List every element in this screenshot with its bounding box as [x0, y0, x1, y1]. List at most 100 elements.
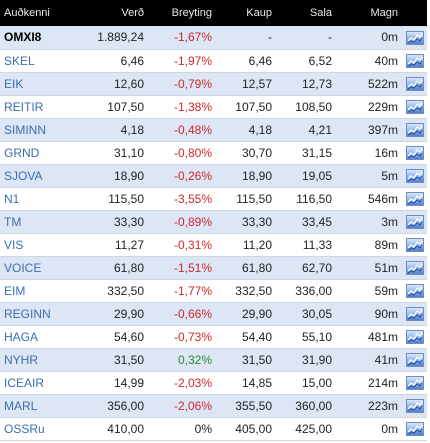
chart-icon[interactable] [405, 53, 424, 68]
cell-change: -2,06% [148, 394, 216, 418]
chart-icon[interactable] [405, 76, 424, 91]
cell-price: 332,50 [84, 279, 148, 303]
cell-change: -1,51% [148, 256, 216, 280]
cell-symbol[interactable]: ICEAIR [0, 371, 84, 395]
cell-volume: 223m [336, 394, 402, 418]
cell-price: 29,90 [84, 302, 148, 326]
chart-icon[interactable] [405, 260, 424, 275]
table-row[interactable]: SIMINN 4,18 -0,48% 4,18 4,21 397m [0, 118, 427, 142]
table-row[interactable]: HAGA 54,60 -0,73% 54,40 55,10 481m [0, 325, 427, 349]
cell-volume: 546m [336, 187, 402, 211]
table-row[interactable]: MARL 356,00 -2,06% 355,50 360,00 223m [0, 394, 427, 418]
cell-change: -0,66% [148, 302, 216, 326]
cell-chart [402, 72, 427, 96]
table-row[interactable]: N1 115,50 -3,55% 115,50 116,50 546m [0, 187, 427, 211]
cell-price: 31,10 [84, 141, 148, 165]
chart-icon[interactable] [405, 352, 424, 367]
chart-icon[interactable] [405, 214, 424, 229]
cell-volume: 3m [336, 210, 402, 234]
cell-price: 31,50 [84, 348, 148, 372]
cell-symbol[interactable]: SKEL [0, 49, 84, 73]
cell-symbol[interactable]: EIK [0, 72, 84, 96]
cell-price: 4,18 [84, 118, 148, 142]
column-header-price[interactable]: Verð [84, 0, 148, 26]
cell-change: -1,77% [148, 279, 216, 303]
table-row[interactable]: SJOVA 18,90 -0,26% 18,90 19,05 5m [0, 164, 427, 188]
cell-symbol[interactable]: REITIR [0, 95, 84, 119]
cell-symbol[interactable]: MARL [0, 394, 84, 418]
chart-icon[interactable] [405, 306, 424, 321]
table-body: OMXI8 1.889,24 -1,67% - -0m SKEL 6,46 -1,97% 6,4… [0, 26, 427, 441]
column-header-bid[interactable]: Kaup [216, 0, 276, 26]
table-row[interactable]: EIM 332,50 -1,77% 332,50 336,00 59m [0, 279, 427, 303]
table-row[interactable]: SKEL 6,46 -1,97% 6,46 6,52 40m [0, 49, 427, 73]
cell-price: 115,50 [84, 187, 148, 211]
cell-bid: 29,90 [216, 302, 276, 326]
cell-bid: 355,50 [216, 394, 276, 418]
table-row[interactable]: OMXI8 1.889,24 -1,67% - -0m [0, 26, 427, 50]
cell-symbol[interactable]: VIS [0, 233, 84, 257]
chart-icon[interactable] [405, 191, 424, 206]
table-row[interactable]: REITIR 107,50 -1,38% 107,50 108,50 229m [0, 95, 427, 119]
cell-chart [402, 371, 427, 395]
chart-icon[interactable] [405, 283, 424, 298]
cell-volume: 89m [336, 233, 402, 257]
cell-symbol[interactable]: OMXI8 [0, 26, 84, 50]
cell-volume: 16m [336, 141, 402, 165]
chart-icon[interactable] [405, 329, 424, 344]
cell-symbol[interactable]: REGINN [0, 302, 84, 326]
cell-price: 1.889,24 [84, 26, 148, 50]
cell-chart [402, 49, 427, 73]
chart-icon[interactable] [405, 99, 424, 114]
cell-bid: 14,85 [216, 371, 276, 395]
cell-chart [402, 233, 427, 257]
cell-ask: - [276, 26, 336, 50]
table-row[interactable]: VIS 11,27 -0,31% 11,20 11,33 89m [0, 233, 427, 257]
column-header-ask[interactable]: Sala [276, 0, 336, 26]
table-row[interactable]: REGINN 29,90 -0,66% 29,90 30,05 90m [0, 302, 427, 326]
table-row[interactable]: VOICE 61,80 -1,51% 61,80 62,70 51m [0, 256, 427, 280]
cell-symbol[interactable]: GRND [0, 141, 84, 165]
chart-icon[interactable] [405, 375, 424, 390]
cell-symbol[interactable]: N1 [0, 187, 84, 211]
table-row[interactable]: TM 33,30 -0,89% 33,30 33,45 3m [0, 210, 427, 234]
cell-symbol[interactable]: TM [0, 210, 84, 234]
table-row[interactable]: EIK 12,60 -0,79% 12,57 12,73 522m [0, 72, 427, 96]
chart-icon[interactable] [405, 398, 424, 413]
cell-symbol[interactable]: SJOVA [0, 164, 84, 188]
cell-change: 0% [148, 417, 216, 441]
table-row[interactable]: OSSRu 410,00 0% 405,00 425,00 0m [0, 417, 427, 441]
cell-ask: 108,50 [276, 95, 336, 119]
cell-symbol[interactable]: HAGA [0, 325, 84, 349]
chart-icon[interactable] [405, 145, 424, 160]
cell-price: 61,80 [84, 256, 148, 280]
cell-symbol[interactable]: OSSRu [0, 417, 84, 441]
cell-price: 356,00 [84, 394, 148, 418]
table-row[interactable]: NYHR 31,50 0,32% 31,50 31,90 41m [0, 348, 427, 372]
cell-symbol[interactable]: EIM [0, 279, 84, 303]
column-header-change[interactable]: Breyting [148, 0, 216, 26]
chart-icon[interactable] [405, 30, 424, 45]
cell-symbol[interactable]: NYHR [0, 348, 84, 372]
cell-bid: 11,20 [216, 233, 276, 257]
cell-ask: 116,50 [276, 187, 336, 211]
cell-bid: 115,50 [216, 187, 276, 211]
cell-symbol[interactable]: VOICE [0, 256, 84, 280]
chart-icon[interactable] [405, 168, 424, 183]
cell-ask: 425,00 [276, 417, 336, 441]
chart-icon[interactable] [405, 421, 424, 436]
chart-icon[interactable] [405, 122, 424, 137]
column-header-volume[interactable]: Magn [336, 0, 402, 26]
cell-symbol[interactable]: SIMINN [0, 118, 84, 142]
cell-bid: 332,50 [216, 279, 276, 303]
cell-bid: 61,80 [216, 256, 276, 280]
cell-chart [402, 348, 427, 372]
cell-change: -2,03% [148, 371, 216, 395]
column-header-symbol[interactable]: Auðkenni [0, 0, 84, 26]
table-row[interactable]: ICEAIR 14,99 -2,03% 14,85 15,00 214m [0, 371, 427, 395]
table-row[interactable]: GRND 31,10 -0,80% 30,70 31,15 16m [0, 141, 427, 165]
cell-change: -1,97% [148, 49, 216, 73]
cell-chart [402, 417, 427, 441]
chart-icon[interactable] [405, 237, 424, 252]
cell-ask: 30,05 [276, 302, 336, 326]
